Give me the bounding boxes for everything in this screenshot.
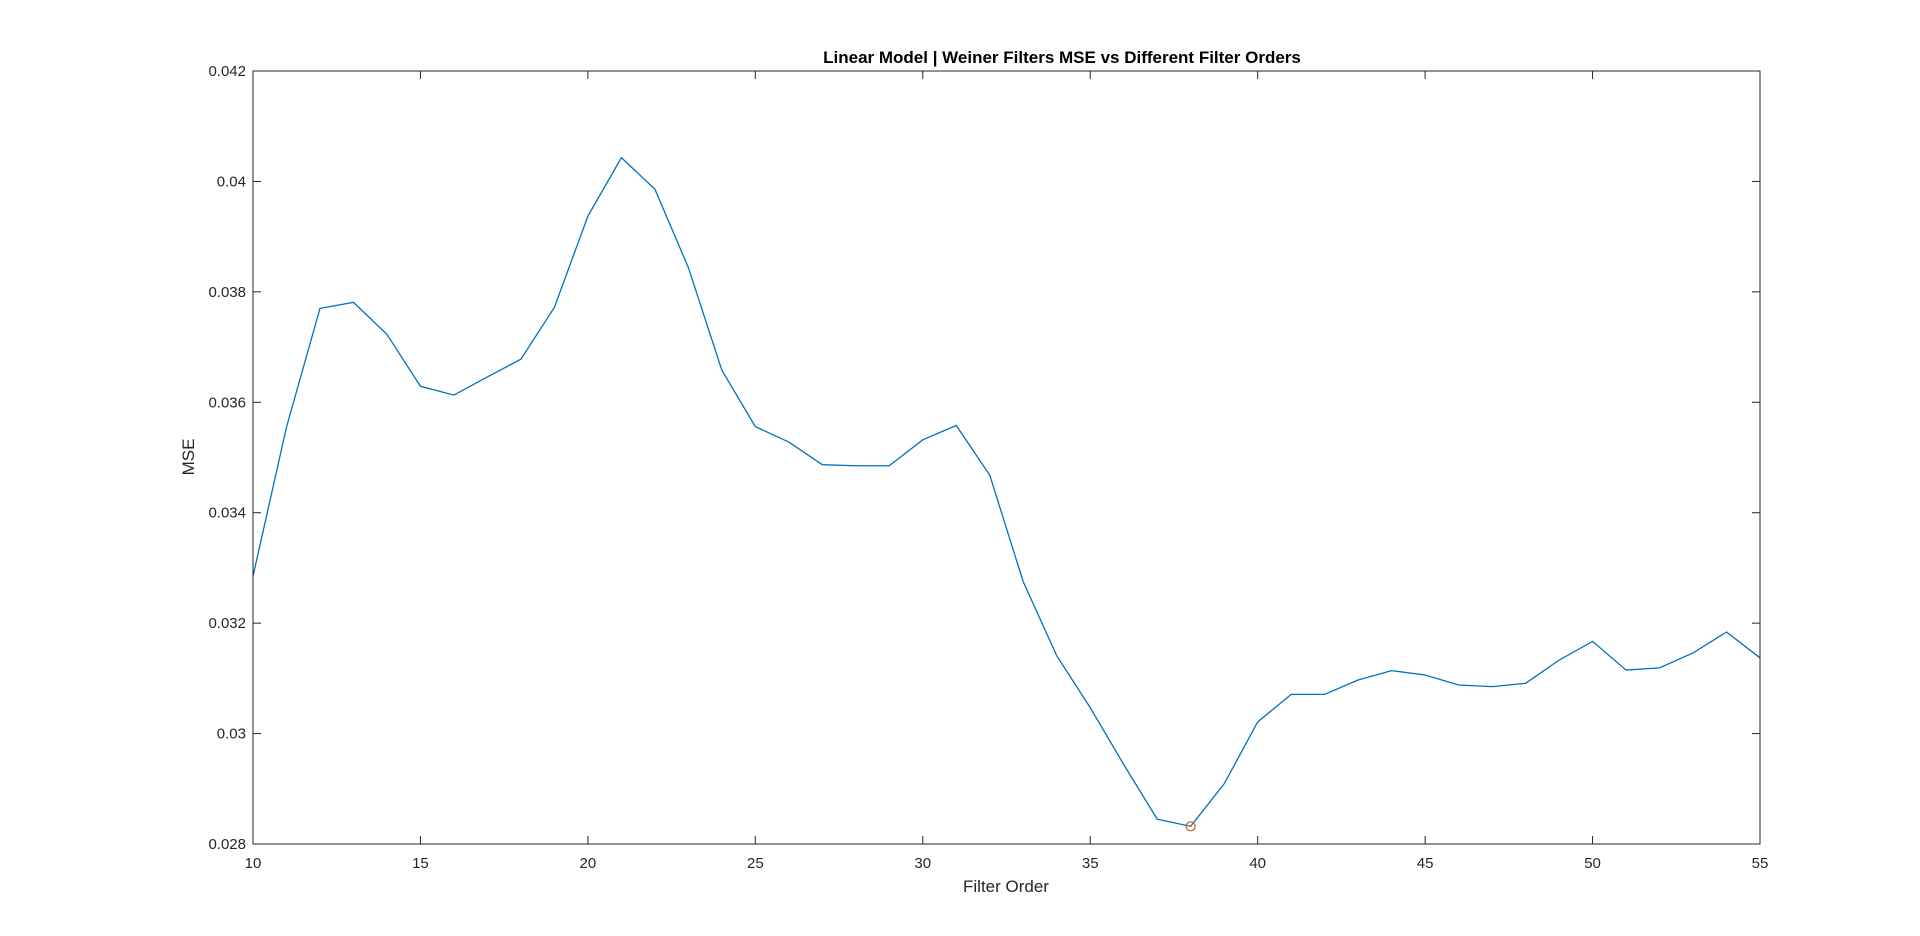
y-tick-label: 0.04	[217, 173, 246, 190]
x-tick-label: 15	[412, 855, 429, 872]
minimum-marker	[1185, 821, 1196, 832]
y-tick-label: 0.028	[208, 836, 246, 853]
x-tick-label: 40	[1249, 855, 1266, 872]
x-tick-label: 30	[914, 855, 931, 872]
axis-ticks	[252, 70, 1761, 845]
y-tick-labels: 0.028 0.03 0.032 0.034 0.036 0.038 0.04 0.042	[208, 63, 246, 853]
x-tick-label: 25	[747, 855, 764, 872]
x-tick-label: 45	[1417, 855, 1434, 872]
y-tick-label: 0.036	[208, 394, 246, 411]
plot-area	[253, 71, 1760, 844]
chart-title: Linear Model | Weiner Filters MSE vs Dif…	[823, 48, 1301, 67]
y-tick-label: 0.034	[208, 505, 246, 522]
x-tick-label: 10	[245, 855, 262, 872]
x-axis-label: Filter Order	[963, 877, 1049, 896]
x-tick-label: 35	[1082, 855, 1099, 872]
y-tick-label: 0.032	[208, 615, 246, 632]
y-tick-label: 0.038	[208, 284, 246, 301]
y-axis-label: MSE	[179, 439, 198, 476]
x-tick-label: 20	[580, 855, 597, 872]
y-tick-label: 0.042	[208, 63, 246, 80]
y-tick-label: 0.03	[217, 726, 246, 743]
plot-frame	[252, 70, 1761, 845]
series-line	[252, 156, 1761, 828]
x-tick-label: 50	[1584, 855, 1601, 872]
x-tick-label: 55	[1752, 855, 1769, 872]
x-tick-labels: 10 15 20 25 30 35 40 45 50 55	[245, 855, 1769, 872]
